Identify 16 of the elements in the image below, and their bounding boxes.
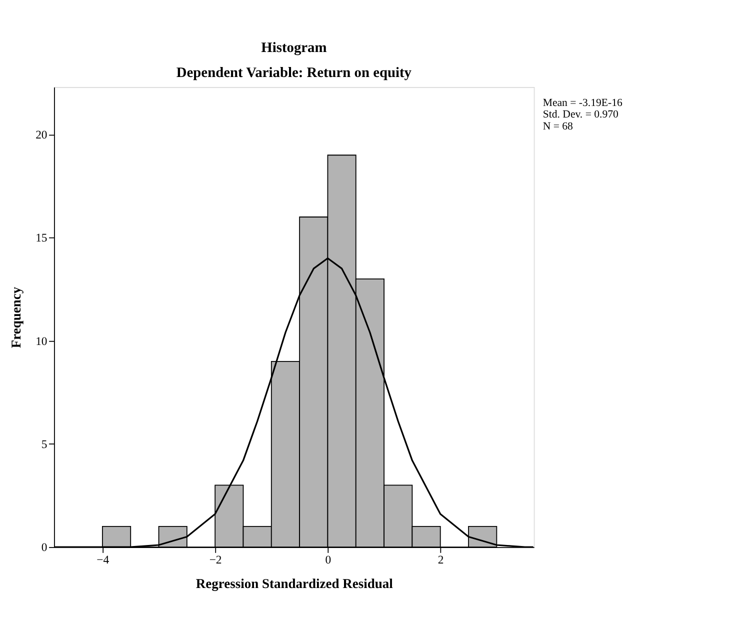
text: N = 68: [542, 120, 573, 132]
y-axis-title: Frequency: [8, 286, 24, 348]
x-tick-label: 0: [325, 554, 332, 567]
y-tick-label: 20: [36, 128, 48, 142]
x-tick-label: −2: [209, 554, 222, 567]
y-tick-label: 10: [36, 334, 48, 348]
chart-subtitle: Dependent Variable: Return on equity: [176, 65, 412, 82]
x-axis-title: Regression Standardized Residual: [196, 576, 394, 592]
text: Std. Dev. = 0.970: [542, 108, 618, 121]
y-tick-label: 15: [36, 232, 48, 245]
chart-title: Histogram: [261, 40, 327, 56]
y-tick-label: 5: [41, 438, 48, 451]
x-tick-label: −4: [96, 554, 110, 567]
y-tick-label: 0: [41, 541, 48, 554]
x-tick-label: 2: [438, 554, 444, 567]
text: Mean = -3.19E-16: [542, 96, 623, 109]
